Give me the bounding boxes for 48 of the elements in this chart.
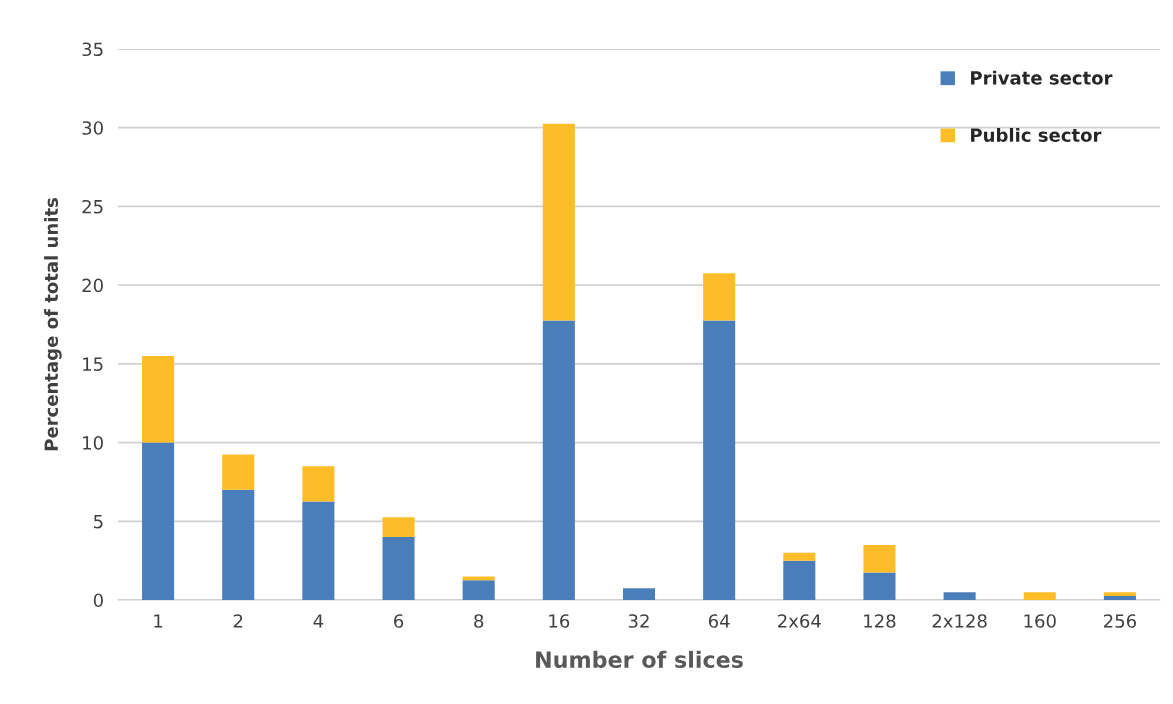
y-tick-label: 35	[82, 42, 103, 57]
bar	[783, 552, 816, 561]
y-tick-label: 25	[82, 199, 103, 214]
bar	[142, 355, 175, 443]
x-tick-label: 2	[233, 614, 243, 628]
bar	[1103, 592, 1136, 597]
bar	[1023, 592, 1056, 600]
bar	[783, 560, 816, 600]
y-tick-label: 30	[82, 121, 103, 135]
bar	[382, 537, 415, 600]
x-tick-label: 8	[474, 614, 484, 628]
bar	[542, 123, 575, 321]
bar	[302, 501, 335, 600]
bar	[703, 273, 736, 321]
bar	[863, 544, 896, 573]
x-tick-label: 2x64	[778, 614, 821, 628]
bar	[542, 320, 575, 600]
bar	[703, 320, 736, 600]
x-tick-label: 256	[1104, 614, 1137, 628]
x-tick-label: 32	[628, 614, 649, 628]
bar	[302, 466, 335, 502]
x-tick-label: 160	[1024, 614, 1056, 628]
x-tick-label: 1	[154, 614, 163, 628]
x-tick-label: 6	[394, 614, 404, 628]
bar	[142, 442, 175, 600]
bar	[462, 576, 495, 581]
y-tick-label: 15	[83, 357, 103, 371]
legend-label: Public sector	[971, 127, 1102, 142]
bar	[222, 489, 255, 600]
x-tick-label: 128	[864, 614, 896, 628]
x-tick-label: 2x128	[932, 614, 987, 628]
y-tick-label: 20	[82, 278, 103, 293]
bar	[1103, 596, 1136, 600]
y-tick-label: 10	[83, 436, 103, 450]
x-tick-label: 16	[549, 614, 570, 628]
y-tick-label: 0	[93, 593, 103, 608]
bar	[462, 580, 495, 600]
bar	[222, 454, 255, 490]
bar	[863, 572, 896, 600]
bar	[622, 588, 656, 600]
bar	[382, 517, 415, 538]
y-tick-label: 5	[94, 514, 103, 529]
y-axis-title: Percentage of total units	[44, 198, 62, 451]
x-tick-label: 64	[708, 614, 730, 628]
bar	[943, 592, 976, 600]
x-tick-label: 4	[313, 614, 324, 628]
x-axis-title: Number of slices	[536, 650, 743, 669]
legend-label: Private sector	[971, 70, 1113, 85]
